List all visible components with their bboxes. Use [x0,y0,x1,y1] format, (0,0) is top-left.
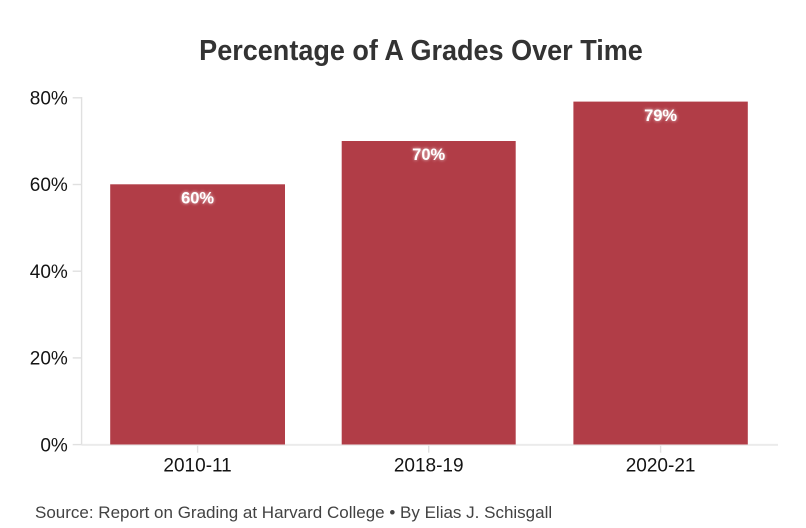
svg-text:60%: 60% [181,190,214,208]
svg-text:79%: 79% [644,107,677,125]
svg-text:2020-21: 2020-21 [626,456,696,477]
svg-text:2018-19: 2018-19 [394,456,464,477]
svg-text:0%: 0% [40,435,68,456]
svg-text:70%: 70% [412,146,445,164]
svg-text:60%: 60% [30,175,68,196]
svg-text:20%: 20% [30,349,68,370]
svg-text:40%: 40% [30,262,68,283]
svg-text:80%: 80% [30,89,68,110]
svg-text:2010-11: 2010-11 [163,456,231,477]
